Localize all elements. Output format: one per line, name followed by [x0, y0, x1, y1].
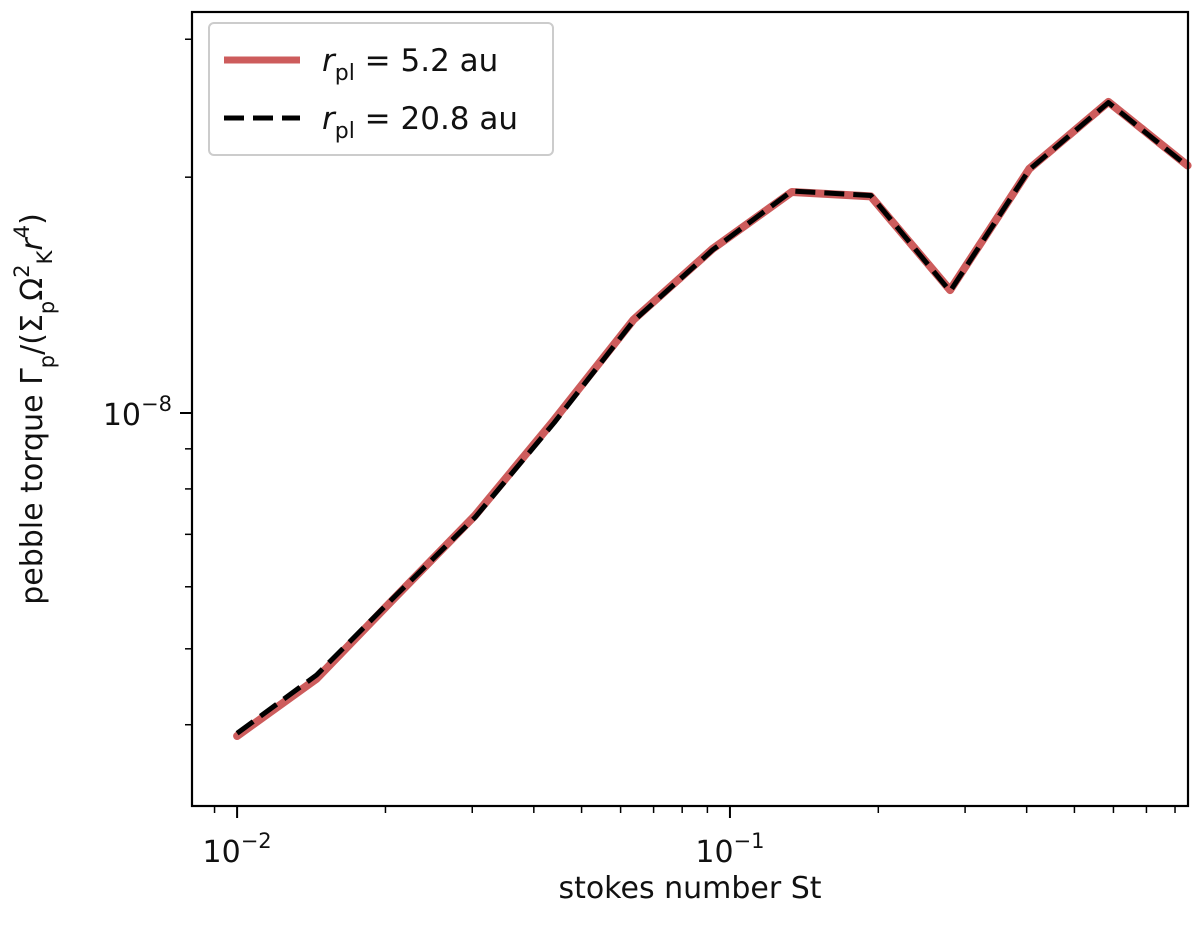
plot-frame: [190, 10, 1190, 808]
x-tick-label-0: 10−2: [203, 829, 272, 870]
series-line-1: [235, 100, 1190, 736]
legend: rpl = 5.2 au rpl = 20.8 au: [208, 22, 554, 156]
legend-label-series-0: rpl = 5.2 au: [322, 43, 498, 86]
series-layer: [233, 97, 1192, 740]
major-ticks: [180, 411, 731, 818]
y-tick-labels: 10−8: [103, 392, 172, 433]
minor-ticks: [185, 38, 1176, 813]
x-axis-label: stokes number St: [558, 871, 821, 906]
y-tick-label-0: 10−8: [103, 392, 172, 433]
x-tick-labels: 10−2 10−1: [203, 829, 765, 870]
legend-label-series-1: rpl = 20.8 au: [322, 101, 518, 144]
x-tick-label-1: 10−1: [695, 829, 764, 870]
y-axis-label: pebble torque Γp/(ΣpΩ2Kr4): [10, 213, 59, 605]
legend-frame: [208, 22, 554, 156]
